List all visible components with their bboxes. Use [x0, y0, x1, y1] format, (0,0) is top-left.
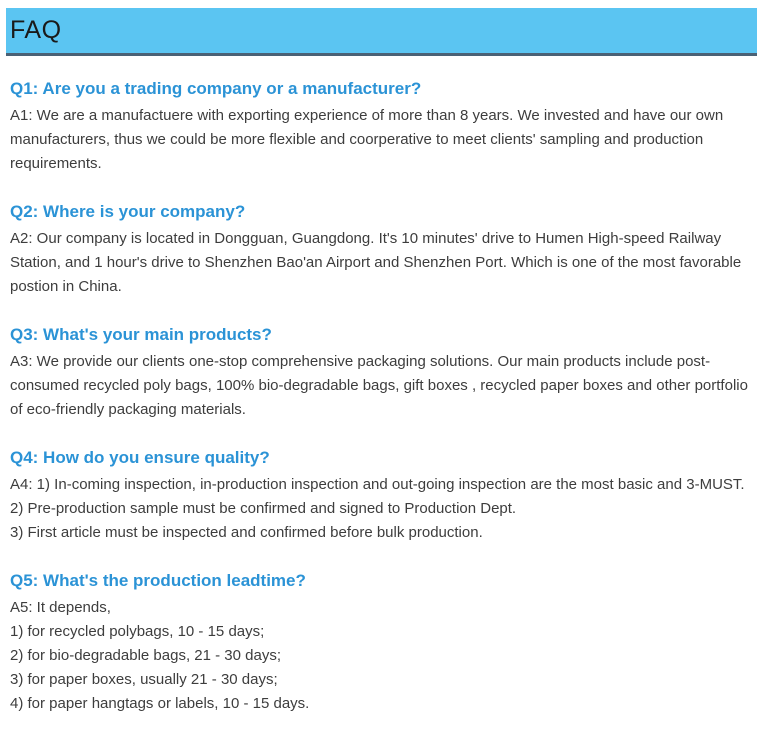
faq-section: Q5: What's the production leadtime? A5: … — [10, 569, 753, 716]
faq-content: Q1: Are you a trading company or a manuf… — [0, 77, 765, 716]
faq-section: Q3: What's your main products? A3: We pr… — [10, 323, 753, 422]
faq-question: Q4: How do you ensure quality? — [10, 448, 270, 467]
faq-answer: A3: We provide our clients one-stop comp… — [10, 350, 753, 422]
faq-page: FAQ Q1: Are you a trading company or a m… — [0, 8, 765, 756]
faq-answer: A1: We are a manufactuere with exporting… — [10, 104, 753, 176]
faq-section: Q2: Where is your company? A2: Our compa… — [10, 200, 753, 299]
faq-header-bar: FAQ — [6, 8, 757, 56]
page-title: FAQ — [10, 16, 62, 44]
answer-line: 2) for bio-degradable bags, 21 - 30 days… — [10, 647, 282, 664]
answer-line: A3: We provide our clients one-stop comp… — [10, 353, 748, 418]
faq-question: Q2: Where is your company? — [10, 202, 246, 221]
answer-line: 2) Pre-production sample must be confirm… — [10, 500, 517, 517]
answer-line: A2: Our company is located in Dongguan, … — [10, 230, 742, 295]
faq-answer: A4: 1) In-coming inspection, in-producti… — [10, 473, 753, 545]
answer-line: 4) for paper hangtags or labels, 10 - 15… — [10, 695, 310, 712]
answer-line: A4: 1) In-coming inspection, in-producti… — [10, 476, 745, 493]
faq-section: Q1: Are you a trading company or a manuf… — [10, 77, 753, 176]
faq-answer: A2: Our company is located in Dongguan, … — [10, 227, 753, 299]
answer-line: A5: It depends, — [10, 599, 111, 616]
answer-line: A1: We are a manufactuere with exporting… — [10, 107, 724, 172]
answer-line: 1) for recycled polybags, 10 - 15 days; — [10, 623, 265, 640]
faq-section: Q4: How do you ensure quality? A4: 1) In… — [10, 446, 753, 545]
answer-line: 3) First article must be inspected and c… — [10, 524, 483, 541]
answer-line: 3) for paper boxes, usually 21 - 30 days… — [10, 671, 278, 688]
faq-question: Q1: Are you a trading company or a manuf… — [10, 79, 422, 98]
faq-answer: A5: It depends, 1) for recycled polybags,… — [10, 596, 753, 716]
faq-question: Q5: What's the production leadtime? — [10, 571, 306, 590]
faq-question: Q3: What's your main products? — [10, 325, 272, 344]
